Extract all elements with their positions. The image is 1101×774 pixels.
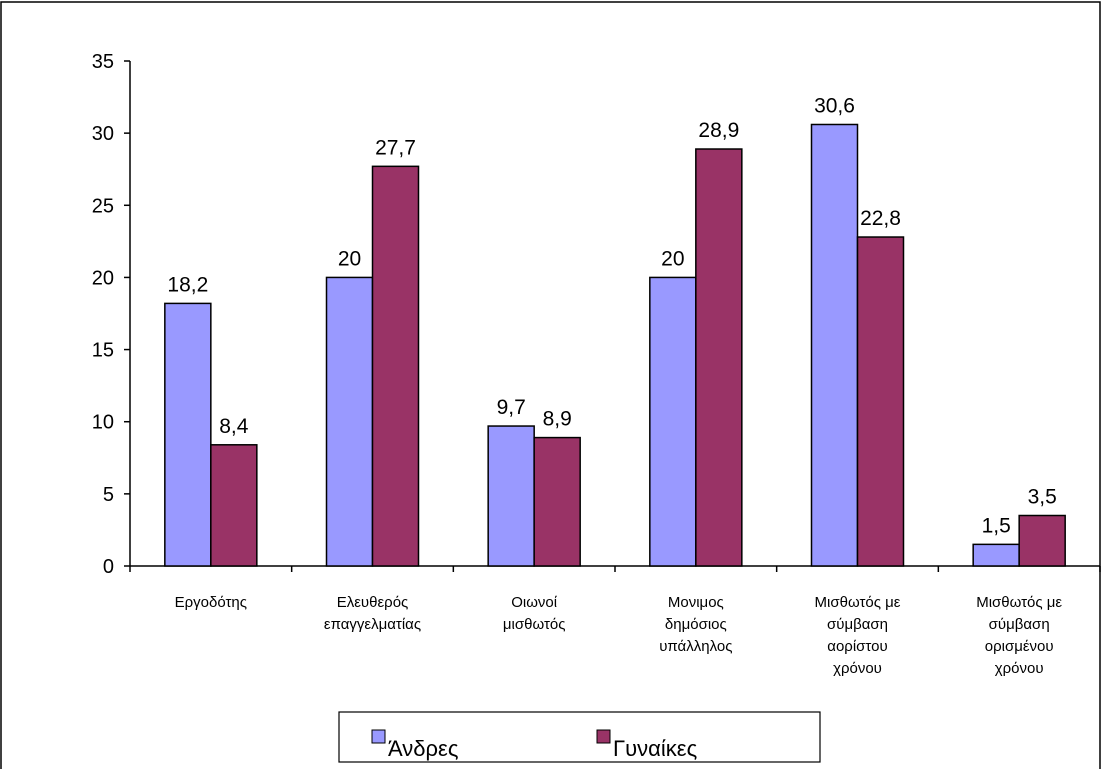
data-label: 27,7 — [375, 136, 416, 159]
category-label: χρόνου — [995, 660, 1044, 677]
bar-men — [810, 123, 859, 567]
data-label: 20 — [661, 247, 684, 270]
y-axis: 0 5 10 15 20 25 30 35 — [92, 51, 131, 578]
data-label: 8,4 — [219, 415, 249, 438]
bar-men — [972, 543, 1020, 567]
category-label: σύμβαση — [989, 616, 1050, 633]
y-tick-label: 30 — [92, 123, 114, 145]
category-label: ορισμένου — [985, 638, 1054, 655]
category-label: μισθωτός — [503, 616, 566, 633]
y-tick-label: 10 — [92, 412, 114, 434]
category-label: Μισθωτός με — [976, 594, 1062, 611]
y-tick-label: 35 — [92, 51, 114, 73]
y-tick-label: 0 — [103, 556, 114, 578]
data-label: 18,2 — [167, 273, 208, 296]
category-label: επαγγελματίας — [324, 616, 421, 633]
bar-men — [164, 302, 212, 567]
y-tick-label: 15 — [92, 340, 114, 362]
legend-label-women: Γυναίκες — [613, 736, 697, 761]
y-tick-label: 25 — [92, 195, 114, 217]
y-tick-label: 20 — [92, 267, 114, 289]
data-label: 8,9 — [543, 408, 572, 431]
legend: Άνδρες Γυναίκες — [338, 711, 821, 763]
data-label: 1,5 — [982, 514, 1011, 537]
bar-men — [649, 276, 697, 567]
bar-women — [371, 165, 420, 567]
x-axis — [129, 565, 1101, 572]
category-label: αορίστου — [827, 638, 887, 655]
bar-men — [487, 425, 535, 567]
y-tick-label: 5 — [103, 484, 114, 506]
bar-women — [1018, 514, 1066, 567]
bar-women — [210, 444, 258, 567]
legend-swatch-men — [371, 729, 386, 744]
category-label: χρόνου — [833, 660, 882, 677]
legend-label-men: Άνδρες — [388, 736, 458, 761]
data-label: 3,5 — [1028, 486, 1057, 509]
category-label: Ελευθερός — [337, 594, 409, 611]
data-label: 30,6 — [814, 94, 855, 117]
legend-swatch-women — [596, 729, 611, 744]
data-label: 9,7 — [497, 396, 526, 419]
bar-women — [533, 436, 581, 567]
data-labels: 18,2 8,4 20 27,7 9,7 8,9 20 28,9 30,6 22,8 1,5 3,5 — [167, 94, 1056, 537]
bar-men — [325, 276, 374, 567]
data-label: 20 — [338, 247, 361, 270]
category-label: δημόσιος — [665, 616, 727, 633]
data-label: 22,8 — [860, 207, 901, 230]
legend-box — [338, 711, 821, 763]
category-label: Μονιμος — [668, 594, 724, 611]
data-label: 28,9 — [698, 119, 739, 142]
bar-women — [695, 148, 743, 567]
category-label: υπάλληλος — [659, 638, 732, 655]
category-label: Οιωνοί — [511, 594, 558, 611]
bar-women — [856, 236, 905, 567]
category-label: Μισθωτός με — [815, 594, 901, 611]
category-label: σύμβαση — [827, 616, 888, 633]
category-labels: Εργοδότης Ελευθερός επαγγελματίας Οιωνοί μισ… — [175, 594, 1063, 677]
bars — [164, 123, 1066, 567]
category-label: Εργοδότης — [175, 594, 247, 611]
